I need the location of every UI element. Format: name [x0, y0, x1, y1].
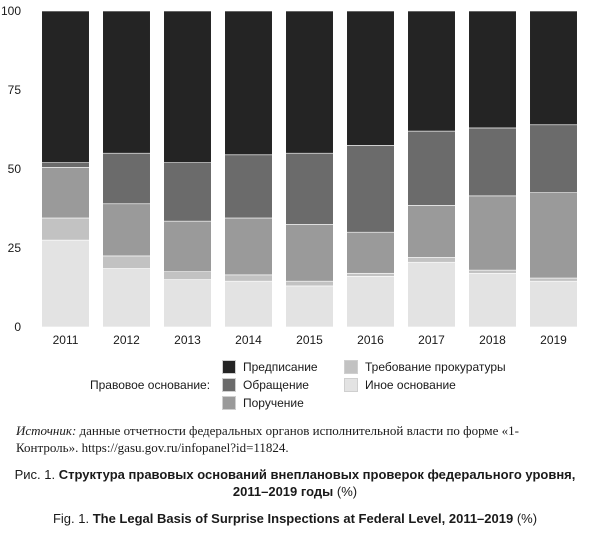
bar-segment-2016-4 — [347, 11, 395, 145]
y-tick-label: 25 — [8, 241, 22, 255]
x-tick-label-2013: 2013 — [174, 333, 201, 347]
caption-ru-suffix: (%) — [333, 484, 357, 499]
y-tick-label: 75 — [8, 83, 22, 97]
legend-item-poruchenie: Поручение — [222, 396, 304, 410]
bar-segment-2017-0 — [408, 262, 456, 327]
x-tick-label-2014: 2014 — [235, 333, 262, 347]
bar-segment-2013-2 — [164, 221, 212, 272]
bar-segment-2017-4 — [408, 11, 456, 131]
bar-segment-2018-1 — [469, 270, 517, 273]
bar-segment-2015-2 — [286, 224, 334, 281]
legend-item-inoe: Иное основание — [344, 378, 456, 392]
bar-segment-2013-4 — [164, 11, 212, 163]
bar-segment-2011-2 — [42, 167, 90, 218]
bar-segment-2014-4 — [225, 11, 273, 155]
bar-segment-2019-3 — [530, 125, 578, 193]
y-axis: 0 25 50 75 100 — [1, 4, 21, 334]
bar-segment-2011-0 — [42, 240, 90, 327]
caption-ru-title: Структура правовых оснований внеплановых… — [59, 467, 576, 499]
bar-segment-2013-0 — [164, 280, 212, 327]
y-tick-label: 50 — [8, 162, 22, 176]
legend-item-predpisanie: Предписание — [222, 360, 318, 374]
source-note: Источник: данные отчетности федеральных … — [16, 422, 581, 456]
bar-segment-2012-1 — [103, 256, 151, 269]
caption-ru-prefix: Рис. 1. — [15, 467, 59, 482]
legend-swatch-poruchenie — [222, 396, 236, 410]
bar-segment-2014-0 — [225, 281, 273, 327]
bar-segment-2013-1 — [164, 272, 212, 280]
bar-segment-2017-2 — [408, 205, 456, 257]
caption-en-title: The Legal Basis of Surprise Inspections … — [93, 511, 514, 526]
legend-swatch-obrashchenie — [222, 378, 236, 392]
source-label: Источник: — [16, 423, 76, 438]
legend-label-trebovanie: Требование прокуратуры — [365, 360, 506, 374]
caption-ru: Рис. 1. Структура правовых оснований вне… — [0, 466, 590, 500]
legend-title: Правовое основание: — [90, 378, 210, 392]
x-tick-label-2015: 2015 — [296, 333, 323, 347]
x-tick-label-2019: 2019 — [540, 333, 567, 347]
legend-swatch-predpisanie — [222, 360, 236, 374]
bar-segment-2019-2 — [530, 193, 578, 278]
x-tick-label-2016: 2016 — [357, 333, 384, 347]
bar-segment-2014-1 — [225, 275, 273, 281]
bar-segment-2018-2 — [469, 196, 517, 270]
legend-label-poruchenie: Поручение — [243, 396, 304, 410]
legend-swatch-trebovanie — [344, 360, 358, 374]
legend-item-obrashchenie: Обращение — [222, 378, 309, 392]
bar-segment-2012-3 — [103, 153, 151, 204]
bar-segment-2019-4 — [530, 11, 578, 125]
bar-segment-2018-3 — [469, 128, 517, 196]
legend-swatch-inoe — [344, 378, 358, 392]
legend-label-predpisanie: Предписание — [243, 360, 318, 374]
bar-segment-2016-3 — [347, 145, 395, 232]
legend-label-inoe: Иное основание — [365, 378, 456, 392]
bar-segment-2019-0 — [530, 281, 578, 327]
legend-label-obrashchenie: Обращение — [243, 378, 309, 392]
bar-segment-2015-3 — [286, 153, 334, 224]
bar-segment-2014-3 — [225, 155, 273, 218]
bar-segment-2013-3 — [164, 163, 212, 221]
bar-segment-2016-1 — [347, 273, 395, 276]
bar-segment-2015-1 — [286, 281, 334, 286]
bar-segment-2015-4 — [286, 11, 334, 153]
legend-item-trebovanie: Требование прокуратуры — [344, 360, 506, 374]
caption-en-suffix: (%) — [513, 511, 537, 526]
bar-segment-2017-1 — [408, 257, 456, 262]
bar-segment-2019-1 — [530, 278, 578, 281]
y-tick-label: 0 — [14, 320, 21, 334]
bar-segment-2014-2 — [225, 218, 273, 275]
bar-segment-2012-4 — [103, 11, 151, 153]
caption-en: Fig. 1. The Legal Basis of Surprise Insp… — [0, 510, 590, 527]
bar-segment-2012-0 — [103, 269, 151, 327]
bar-segment-2018-4 — [469, 11, 517, 128]
bar-segment-2017-3 — [408, 131, 456, 205]
bar-segment-2016-0 — [347, 276, 395, 327]
y-tick-label: 100 — [1, 4, 21, 18]
bar-segment-2016-2 — [347, 232, 395, 273]
x-tick-label-2018: 2018 — [479, 333, 506, 347]
bar-segment-2011-1 — [42, 218, 90, 240]
x-tick-label-2017: 2017 — [418, 333, 445, 347]
bar-segment-2018-0 — [469, 273, 517, 327]
caption-en-prefix: Fig. 1. — [53, 511, 93, 526]
source-text: данные отчетности федеральных органов ис… — [16, 423, 519, 455]
bar-segment-2012-2 — [103, 204, 151, 256]
x-tick-label-2012: 2012 — [113, 333, 140, 347]
bar-segment-2011-4 — [42, 11, 90, 163]
bars — [42, 11, 578, 327]
bar-segment-2011-3 — [42, 163, 90, 168]
legend: Правовое основание: Предписание Обращени… — [0, 356, 590, 416]
bar-segment-2015-0 — [286, 286, 334, 327]
x-tick-label-2011: 2011 — [53, 333, 79, 347]
x-axis: 2011 2012 2013 2014 2015 2016 2017 2018 2019 — [53, 333, 568, 347]
